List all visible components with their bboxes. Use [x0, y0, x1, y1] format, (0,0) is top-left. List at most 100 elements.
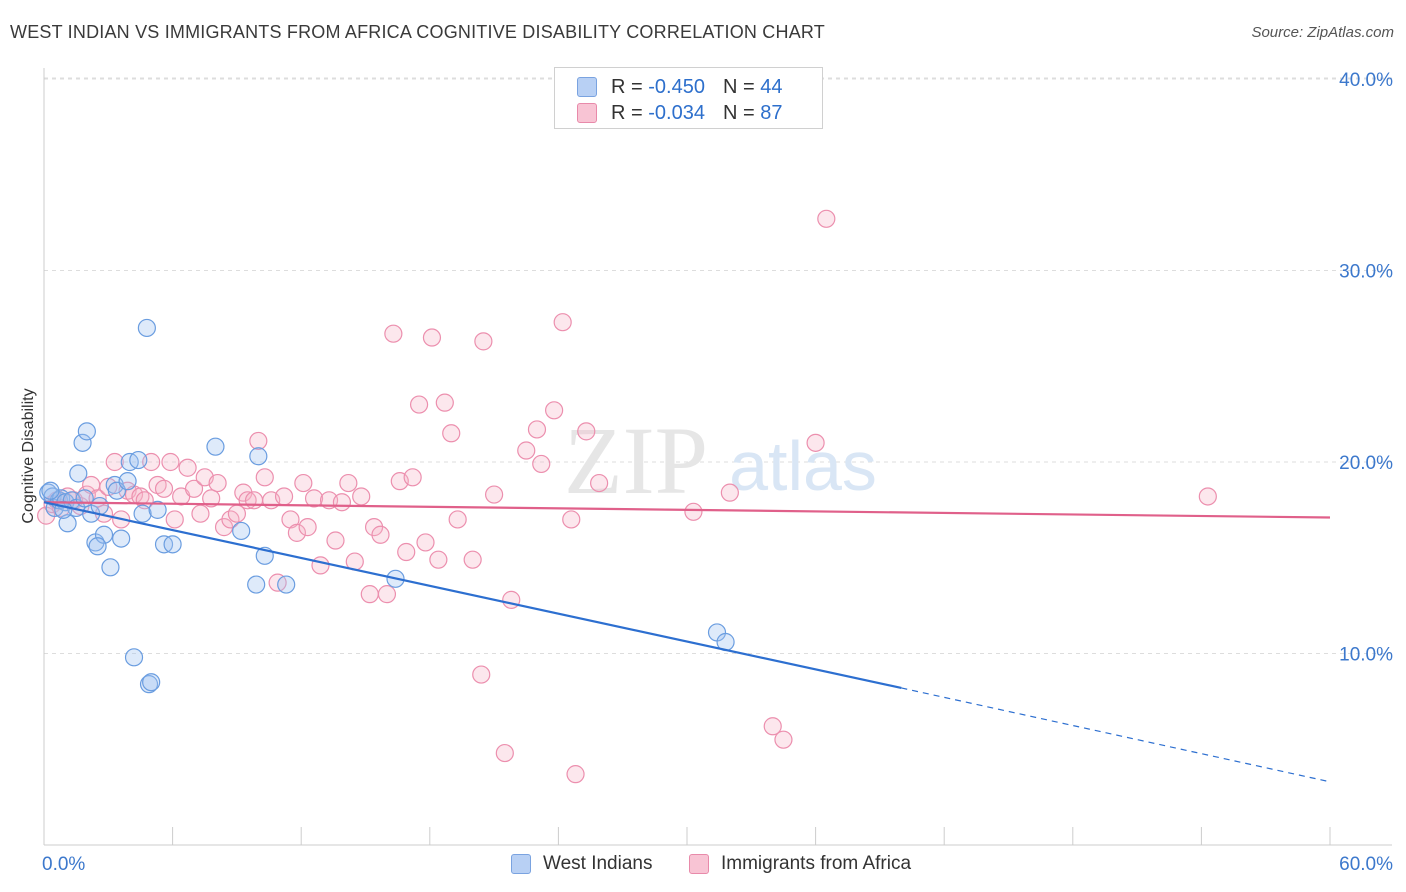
point-immigrants-from-africa [154, 479, 174, 498]
watermark-zip: ZIP [564, 407, 708, 514]
point-immigrants-from-africa [105, 452, 124, 472]
trend-line-west-indians [43, 501, 902, 690]
point-immigrants-from-africa [774, 730, 793, 749]
correlation-legend: R = -0.450 N = 44 R = -0.034 N = 87 [554, 67, 823, 129]
point-immigrants-from-africa [298, 518, 317, 537]
point-immigrants-from-africa [371, 525, 390, 544]
point-immigrants-from-africa [178, 458, 197, 477]
point-west-indians [101, 558, 120, 577]
point-immigrants-from-africa [360, 585, 379, 604]
point-immigrants-from-africa [1198, 487, 1217, 506]
point-west-indians [118, 472, 137, 491]
point-immigrants-from-africa [326, 531, 345, 550]
point-immigrants-from-africa [590, 473, 609, 493]
legend-row-immigrants-from-africa: R = -0.034 N = 87 [577, 101, 782, 125]
point-west-indians [69, 464, 88, 483]
point-immigrants-from-africa [161, 452, 180, 472]
chart-title: WEST INDIAN VS IMMIGRANTS FROM AFRICA CO… [10, 22, 825, 42]
point-immigrants-from-africa [384, 324, 403, 343]
bottom-legend-label: Immigrants from Africa [721, 853, 912, 874]
point-immigrants-from-africa [495, 743, 514, 763]
legend-r-label: R = [611, 75, 643, 98]
point-immigrants-from-africa [274, 487, 294, 506]
source-label: Source: ZipAtlas.com [1251, 24, 1394, 41]
point-immigrants-from-africa [403, 468, 422, 487]
point-immigrants-from-africa [255, 468, 274, 487]
point-west-indians [142, 673, 161, 692]
point-immigrants-from-africa [429, 550, 448, 569]
axes [43, 68, 1392, 846]
point-immigrants-from-africa [435, 393, 454, 412]
point-west-indians [129, 450, 148, 470]
point-west-indians [112, 529, 131, 548]
point-immigrants-from-africa [720, 483, 739, 502]
point-immigrants-from-africa [184, 479, 204, 498]
point-west-indians [277, 575, 296, 594]
legend-r-value: -0.450 [648, 75, 705, 98]
point-immigrants-from-africa [517, 441, 536, 460]
x-tick-label: 60.0% [1339, 854, 1393, 875]
legend-r-label: R = [611, 101, 643, 124]
point-immigrants-from-africa [377, 585, 397, 604]
point-west-indians [232, 521, 251, 541]
bottom-legend-label: West Indians [543, 853, 653, 874]
x-tick-label: 0.0% [42, 854, 85, 875]
trend-line-west-indians-extrapolated [901, 687, 1331, 783]
point-immigrants-from-africa [474, 332, 493, 351]
point-immigrants-from-africa [249, 431, 268, 451]
legend-n-label: N = [722, 75, 755, 98]
legend-n-value: 87 [760, 101, 783, 124]
legend-row-west-indians: R = -0.450 N = 44 [577, 75, 782, 99]
y-tick-label: 30.0% [1339, 262, 1393, 283]
point-immigrants-from-africa [208, 473, 227, 493]
point-immigrants-from-africa [165, 510, 184, 529]
point-immigrants-from-africa [202, 489, 221, 508]
point-immigrants-from-africa [339, 473, 358, 493]
point-immigrants-from-africa [99, 477, 118, 496]
bottom-legend-west-indians: West Indians [511, 852, 652, 876]
point-west-indians [75, 489, 94, 508]
point-west-indians [163, 535, 182, 554]
point-immigrants-from-africa [442, 424, 461, 443]
bottom-legend-swatch-pink [689, 854, 709, 874]
point-immigrants-from-africa [577, 422, 596, 441]
bottom-legend-swatch-blue [511, 854, 531, 874]
point-immigrants-from-africa [463, 550, 482, 569]
point-immigrants-from-africa [244, 491, 264, 510]
watermark-atlas: atlas [729, 427, 877, 505]
point-immigrants-from-africa [527, 420, 547, 439]
point-immigrants-from-africa [287, 523, 307, 542]
point-immigrants-from-africa [332, 493, 352, 512]
legend-n-label: N = [722, 101, 755, 124]
point-west-indians [41, 481, 60, 500]
point-west-indians [137, 318, 156, 338]
point-immigrants-from-africa [416, 533, 435, 552]
legend-n-value: 44 [760, 75, 783, 98]
gridlines [44, 77, 1392, 654]
point-immigrants-from-africa [352, 487, 371, 506]
legend-r-value: -0.034 [648, 101, 705, 124]
bottom-legend-immigrants-from-africa: Immigrants from Africa [689, 852, 911, 876]
legend-swatch-pink [577, 103, 597, 123]
point-immigrants-from-africa [553, 313, 572, 332]
point-immigrants-from-africa [304, 489, 324, 508]
point-west-indians [249, 447, 268, 466]
point-immigrants-from-africa [422, 328, 442, 347]
point-west-indians [73, 433, 92, 452]
tick-labels: 10.0% 20.0% 30.0% 40.0% 0.0% 60.0% [42, 70, 1393, 875]
point-immigrants-from-africa [311, 556, 330, 575]
point-west-indians [124, 648, 144, 667]
point-west-indians [148, 500, 167, 519]
point-west-indians [94, 525, 114, 544]
point-immigrants-from-africa [562, 510, 581, 529]
point-west-indians [88, 537, 107, 556]
point-west-indians [133, 504, 152, 523]
legend-swatch-blue [577, 77, 597, 97]
trend-line-immigrants-from-africa [43, 501, 1331, 519]
point-immigrants-from-africa [763, 717, 782, 736]
point-west-indians [77, 422, 96, 441]
point-immigrants-from-africa [191, 504, 210, 523]
point-immigrants-from-africa [806, 433, 825, 452]
y-tick-label: 20.0% [1339, 453, 1393, 474]
